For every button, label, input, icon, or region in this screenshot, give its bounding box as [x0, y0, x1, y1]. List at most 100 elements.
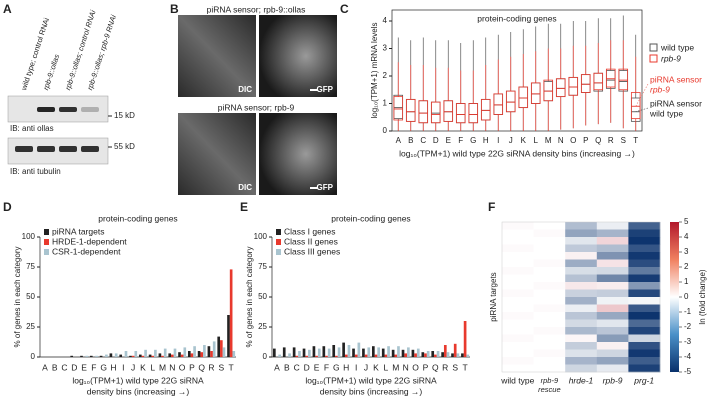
box — [455, 103, 466, 124]
legend-swatch — [44, 229, 49, 235]
box — [518, 86, 529, 109]
heatmap-cell — [565, 222, 598, 230]
legend-label: wild type — [660, 42, 694, 52]
colorbar-tick-label: 5 — [684, 217, 689, 226]
annotation-line — [635, 107, 649, 112]
heatmap-cell — [628, 319, 661, 328]
x-tick-label: T — [462, 362, 467, 372]
y-tick-label: 4 — [383, 16, 388, 25]
legend-label: Class III genes — [284, 246, 340, 256]
image-title: piRNA sensor; rpb-9::ollas — [207, 4, 306, 14]
heatmap-cell — [533, 237, 566, 245]
heatmap-cell — [533, 282, 566, 290]
bar — [317, 348, 321, 357]
heatmap-cell — [596, 229, 629, 238]
heatmap-cell — [596, 297, 629, 305]
heatmap-cell — [565, 244, 598, 253]
x-tick-label: N — [169, 362, 175, 372]
x-tick-label: A — [396, 136, 402, 145]
x-tick-label: F — [324, 362, 329, 372]
x-tick-label: F — [91, 362, 96, 372]
x-tick-label: J — [509, 136, 513, 145]
box — [405, 98, 416, 122]
heatmap-cell — [628, 274, 661, 283]
y-tick-label: 0 — [263, 352, 268, 361]
heatmap-cell — [502, 319, 534, 328]
bar — [129, 355, 132, 357]
legend-label: CSR-1-dependent — [52, 246, 121, 256]
box — [530, 82, 541, 104]
heatmap-cell — [628, 357, 661, 365]
bar — [203, 345, 206, 357]
heatmap-cell — [565, 312, 598, 320]
bar — [344, 354, 348, 357]
x-tick-label: C — [61, 362, 67, 372]
annotation: piRNA sensor — [650, 74, 702, 84]
bar — [436, 351, 440, 357]
box — [518, 86, 529, 109]
colorbar-tick-label: 1 — [684, 277, 689, 286]
x-tick-label: G — [470, 136, 476, 145]
x-tick-label: K — [140, 362, 146, 372]
annotation: rpb-9 — [650, 84, 670, 94]
bar — [151, 355, 155, 357]
heatmap-cell — [502, 304, 534, 313]
bar — [371, 346, 375, 357]
bar — [443, 345, 447, 357]
heatmap-cell — [502, 222, 534, 230]
bar — [292, 347, 296, 357]
heatmap-cell — [565, 252, 598, 260]
heatmap-cell — [596, 319, 629, 328]
colorbar — [670, 222, 679, 372]
bar — [332, 345, 336, 357]
x-tick-label: R — [608, 136, 614, 145]
box — [568, 76, 579, 96]
x-tick-label: P — [423, 362, 429, 372]
legend-label: piRNA targets — [52, 226, 104, 236]
legend-swatch — [649, 43, 658, 52]
heatmap-cell — [533, 252, 566, 260]
bar — [453, 343, 457, 357]
x-tick-label: T — [633, 136, 638, 145]
heatmap-cell — [565, 259, 598, 268]
box — [430, 101, 441, 124]
heatmap-cell — [502, 349, 534, 358]
x-tick-label: E — [314, 362, 320, 372]
y-axis-label: log₁₀(TPM+1) mRNA levels — [370, 22, 379, 118]
bar — [352, 348, 355, 357]
bar — [183, 347, 187, 357]
band — [81, 146, 99, 152]
micrograph — [178, 113, 256, 195]
heatmap-cell — [565, 349, 598, 358]
bar — [210, 351, 213, 357]
bar — [367, 347, 371, 357]
bar — [364, 354, 368, 357]
x-tick-label: Q — [198, 362, 205, 372]
x-tick-label: L — [383, 362, 388, 372]
heatmap-cell — [628, 244, 661, 253]
box — [593, 72, 604, 91]
bar — [357, 342, 361, 357]
x-tick-label: K — [373, 362, 379, 372]
bar — [200, 352, 204, 357]
heatmap-cell — [628, 229, 661, 238]
box — [443, 100, 454, 122]
heatmap-cell — [502, 357, 534, 365]
x-tick-label: J — [131, 362, 135, 372]
x-tick-label: G — [100, 362, 107, 372]
bar — [362, 348, 365, 357]
x-tick-label: A — [42, 362, 48, 372]
bar — [342, 342, 345, 357]
colorbar-tick-label: 0 — [684, 292, 689, 301]
legend-swatch — [44, 249, 49, 255]
x-axis-label: log₁₀(TPM+1) wild type 22G siRNA — [72, 375, 204, 385]
heatmap-cell — [596, 342, 629, 350]
x-tick-label: B — [52, 362, 58, 372]
heatmap-cell — [596, 312, 629, 320]
heatmap-cell — [533, 229, 566, 238]
bar — [391, 349, 395, 357]
bar — [178, 352, 181, 357]
bar — [105, 354, 108, 357]
bar — [424, 353, 427, 357]
bar — [426, 351, 430, 357]
